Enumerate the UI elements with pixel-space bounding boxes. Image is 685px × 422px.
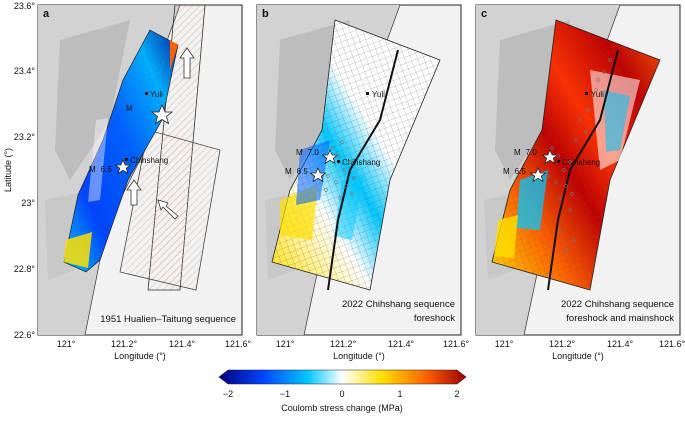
x-tick-label: 121.2° bbox=[549, 339, 576, 349]
panel-b: Yuli Chihshang M 7.0 M 6.5 b 2022 Chihshan… bbox=[256, 4, 462, 336]
panel-letter: a bbox=[43, 8, 50, 20]
place-label-chihshang: Chihshang bbox=[562, 158, 600, 167]
colorbar-tick: 2 bbox=[454, 389, 459, 399]
place-label-yuli: Yuli bbox=[372, 90, 385, 99]
panel-letter: c bbox=[481, 8, 487, 20]
panel-letter: b bbox=[262, 8, 269, 20]
place-label-yuli: Yuli bbox=[591, 90, 604, 99]
event-label: M bbox=[514, 148, 521, 157]
place-label-yuli: Yuli bbox=[150, 90, 163, 99]
event-label: M 7.0 bbox=[514, 148, 537, 157]
y-tick-labels: 23.6° 23.4° 23.2° 23° 22.8° 22.6° bbox=[14, 1, 36, 340]
x-tick-label: 121.6° bbox=[659, 339, 685, 349]
event-label: M bbox=[296, 148, 303, 157]
event-label: M 6.5 bbox=[285, 167, 308, 176]
x-tick-label: 121° bbox=[495, 339, 514, 349]
x-tick-labels: 121° 121.2° 121.4° 121.6° 121° 121.2° 12… bbox=[57, 339, 685, 349]
x-tick-label: 121.4° bbox=[607, 339, 634, 349]
x-tick-label: 121.4° bbox=[388, 339, 415, 349]
colorbar-tick: −1 bbox=[280, 389, 290, 399]
event-label: M 7.0 bbox=[296, 148, 319, 157]
event-label: M bbox=[503, 167, 510, 176]
x-tick-label: 121.2° bbox=[111, 339, 138, 349]
panel-caption: 1951 Hualien–Taitung sequence bbox=[100, 314, 236, 325]
event-label: M bbox=[285, 167, 292, 176]
event-label: M 6.6 bbox=[89, 165, 112, 174]
panel-caption: 2022 Chihshang sequence bbox=[561, 299, 674, 310]
x-axis-label: Longitude (°) bbox=[552, 351, 604, 361]
y-tick-label: 22.8° bbox=[14, 264, 36, 274]
place-label-chihshang: Chihshang bbox=[130, 156, 168, 165]
x-axis-label: Longitude (°) bbox=[114, 351, 166, 361]
colorbar-label: Coulomb stress change (MPa) bbox=[281, 403, 403, 413]
y-tick-label: 23.4° bbox=[14, 66, 36, 76]
x-tick-label: 121.4° bbox=[169, 339, 196, 349]
colorbar-tick: −2 bbox=[223, 389, 233, 399]
x-tick-label: 121.2° bbox=[330, 339, 357, 349]
place-label-chihshang: Chihshang bbox=[342, 158, 380, 167]
event-label: 6.5 bbox=[515, 167, 527, 176]
event-label: M bbox=[126, 104, 133, 113]
colorbar-tick: 1 bbox=[397, 389, 402, 399]
event-label: 7.0 bbox=[526, 148, 538, 157]
event-label: M 6.5 bbox=[503, 167, 526, 176]
event-label: M bbox=[89, 165, 96, 174]
seismicity-dots bbox=[324, 140, 356, 200]
event-label: 6.6 bbox=[101, 165, 113, 174]
x-axis-label: Longitude (°) bbox=[333, 351, 385, 361]
panel-a: Yuli Chihshang M M 6.6 a 1951 Hualien–Tai… bbox=[37, 4, 243, 336]
y-tick-label: 22.6° bbox=[14, 330, 36, 340]
colorbar: −2 −1 0 1 2 Coulomb stress change (MPa) bbox=[218, 369, 467, 413]
panel-caption: foreshock and mainshock bbox=[566, 313, 674, 324]
seismicity-dots bbox=[546, 58, 612, 252]
event-label: 6.5 bbox=[297, 167, 309, 176]
x-tick-label: 121° bbox=[276, 339, 295, 349]
y-tick-label: 23.6° bbox=[14, 1, 36, 11]
x-tick-label: 121.6° bbox=[443, 339, 470, 349]
panel-caption: foreshock bbox=[414, 313, 455, 324]
y-tick-label: 23.2° bbox=[14, 132, 36, 142]
panel-caption: 2022 Chihshang sequence bbox=[342, 299, 455, 310]
panel-c: Yuli Chihshang M 7.0 M 6.5 c 2022 Chihshan… bbox=[475, 4, 681, 336]
y-axis-label: Latitude (°) bbox=[3, 148, 13, 192]
colorbar-tick: 0 bbox=[339, 389, 344, 399]
x-tick-label: 121° bbox=[57, 339, 76, 349]
event-label: 7.0 bbox=[308, 148, 320, 157]
x-tick-label: 121.6° bbox=[225, 339, 252, 349]
y-tick-label: 23° bbox=[21, 198, 35, 208]
